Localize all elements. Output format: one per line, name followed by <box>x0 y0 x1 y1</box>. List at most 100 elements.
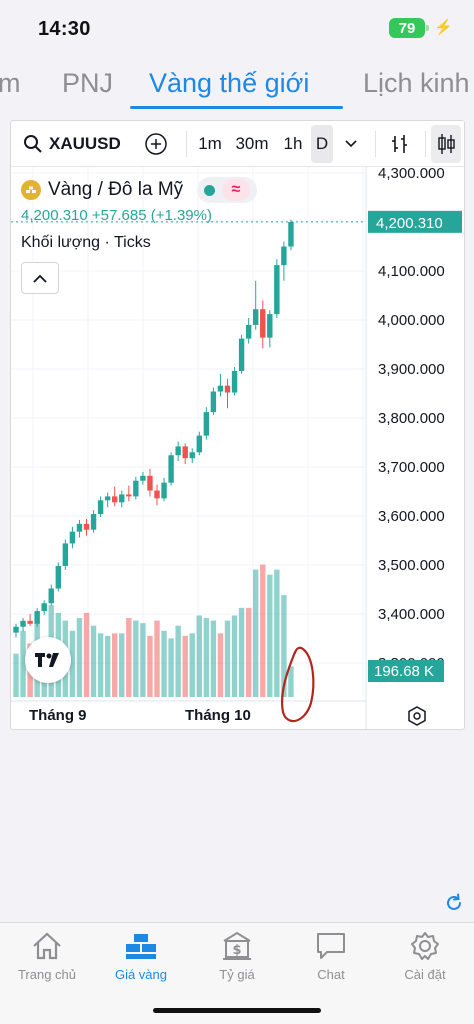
chart-type-button[interactable] <box>431 125 461 163</box>
nav-settings[interactable]: Cài đặt <box>380 929 470 982</box>
price-chart[interactable]: 4,300.0004,200.0004,100.0004,000.0003,90… <box>11 167 465 730</box>
candle-body <box>41 603 47 612</box>
indicators-button[interactable] <box>387 121 413 167</box>
candle-body <box>210 391 217 413</box>
search-icon <box>24 135 42 153</box>
nav-chat[interactable]: Chat <box>286 929 376 982</box>
volume-bar <box>90 625 97 697</box>
chat-icon <box>317 933 345 959</box>
volume-bar <box>13 653 19 697</box>
y-tick-label: 4,300.000 <box>378 167 445 182</box>
candle-body <box>48 588 54 604</box>
volume-bar <box>231 615 238 697</box>
refresh-icon <box>447 893 461 910</box>
x-axis-label: Tháng 9 <box>29 707 87 724</box>
candle-body <box>161 482 167 499</box>
candle-body <box>288 222 294 247</box>
volume-bar <box>288 666 294 697</box>
candle-body <box>196 435 202 453</box>
nav-label: Cài đặt <box>404 967 446 982</box>
tab-world-gold[interactable]: Vàng thế giới <box>149 68 310 98</box>
volume-bar <box>133 620 139 697</box>
home-indicator <box>153 1008 321 1013</box>
interval-1h[interactable]: 1h <box>283 134 303 153</box>
status-bar: 14:30 79 ⚡ <box>0 0 474 60</box>
candle-body <box>168 455 174 483</box>
candles-icon <box>438 134 455 154</box>
nav-label: Chat <box>317 967 345 982</box>
volume-bar <box>267 574 273 697</box>
bottom-navigation: Trang chủ Giá vàng $ Tỷ giá Chat Cài đặt <box>0 922 474 1024</box>
collapse-legend-button[interactable] <box>21 262 59 294</box>
volume-bar <box>140 623 146 697</box>
nav-gold-price[interactable]: Giá vàng <box>96 929 186 982</box>
candle-body <box>55 565 61 589</box>
volume-bar <box>97 633 104 697</box>
candle-body <box>260 309 266 338</box>
tab-calendar[interactable]: Lịch kinh <box>363 68 470 98</box>
candle-body <box>119 494 125 503</box>
market-open-icon <box>204 184 216 196</box>
last-price-badge <box>368 210 462 233</box>
candle-body <box>90 514 97 530</box>
exchange-rate-icon: $ <box>223 931 251 960</box>
last-price-label: 4,200.310 <box>376 215 443 232</box>
chart-legend: Vàng / Đô la Mỹ ≈ <box>21 177 258 203</box>
candle-body <box>175 446 181 456</box>
nav-exchange-rate[interactable]: $ Tỷ giá <box>192 929 282 982</box>
interval-1m[interactable]: 1m <box>198 134 222 153</box>
nav-home[interactable]: Trang chủ <box>2 929 92 982</box>
y-tick-label: 4,100.000 <box>378 263 445 280</box>
candle-body <box>274 265 280 315</box>
interval-dropdown[interactable] <box>341 121 361 167</box>
hexagon-settings-icon <box>408 706 426 726</box>
divider <box>186 131 187 157</box>
volume-bar <box>69 630 76 697</box>
symbol-title: Vàng / Đô la Mỹ <box>48 179 184 200</box>
candle-body <box>112 496 118 503</box>
candle-body <box>189 452 195 459</box>
y-tick-label: 3,800.000 <box>378 410 445 427</box>
volume-bar <box>76 618 83 697</box>
battery-icon: 79 <box>389 18 429 38</box>
compare-add-button[interactable] <box>142 121 170 167</box>
volume-bar <box>20 630 26 697</box>
candle-body <box>182 446 188 459</box>
y-tick-label: 3,400.000 <box>378 606 445 623</box>
wave-icon: ≈ <box>221 179 250 201</box>
volume-bar <box>189 633 195 697</box>
charging-bolt-icon: ⚡ <box>434 19 453 36</box>
y-tick-label: 3,500.000 <box>378 557 445 574</box>
candle-body <box>69 531 76 544</box>
chevron-up-icon <box>33 274 47 283</box>
hand-drawn-annotation <box>281 646 315 723</box>
gear-icon <box>411 932 439 960</box>
tradingview-logo[interactable] <box>25 637 71 683</box>
x-axis-label: Tháng 10 <box>185 707 251 724</box>
candle-body <box>83 523 90 530</box>
volume-bar <box>224 620 231 697</box>
candle-body <box>147 475 153 491</box>
y-tick-label: 4,000.000 <box>378 312 445 329</box>
price-change: 4,200.310 +57.685 (+1.39%) <box>21 207 212 224</box>
volume-bar <box>217 633 224 697</box>
candle-body <box>13 626 19 633</box>
volume-bar <box>274 569 280 697</box>
tab-pnj[interactable]: PNJ <box>62 68 114 98</box>
volume-bar <box>210 620 217 697</box>
refresh-button[interactable] <box>444 893 464 918</box>
svg-text:$: $ <box>232 943 241 958</box>
volume-bar <box>196 615 202 697</box>
chart-settings-button[interactable] <box>406 705 428 729</box>
volume-bar <box>112 633 118 697</box>
y-tick-label: 3,600.000 <box>378 508 445 525</box>
interval-30m[interactable]: 30m <box>235 134 269 153</box>
nav-label: Giá vàng <box>114 967 168 982</box>
legend-status-pill[interactable]: ≈ <box>197 177 258 203</box>
symbol-search-button[interactable]: XAUUSD <box>23 121 121 167</box>
tab-partial[interactable]: m <box>0 68 21 98</box>
divider <box>425 131 426 157</box>
interval-d[interactable]: D <box>311 125 333 163</box>
nav-label: Trang chủ <box>17 967 77 982</box>
candle-body <box>104 496 111 501</box>
